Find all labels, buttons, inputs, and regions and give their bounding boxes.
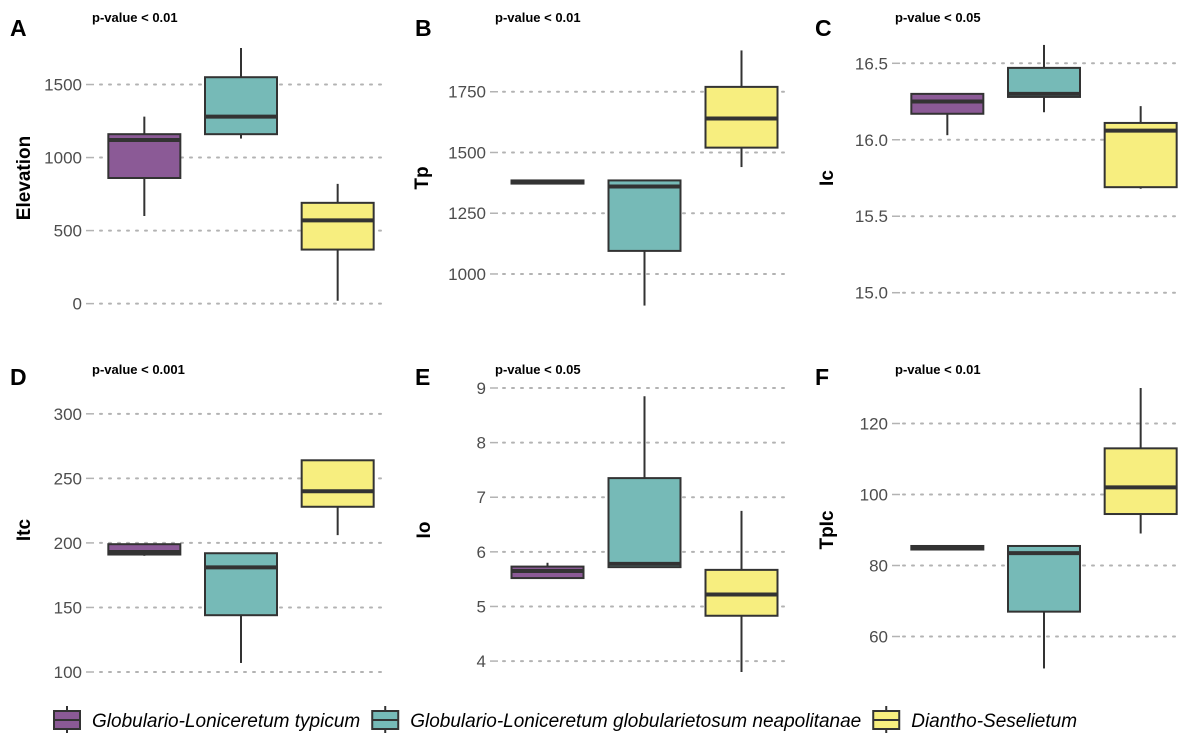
y-tick-label: 0 xyxy=(73,295,82,314)
legend-item: Diantho-Seselietum xyxy=(872,706,1077,733)
y-tick-label: 16.0 xyxy=(855,131,888,150)
p-value-annotation: p-value < 0.01 xyxy=(495,10,581,25)
p-value-annotation: p-value < 0.001 xyxy=(92,362,185,377)
p-value-annotation: p-value < 0.01 xyxy=(92,10,178,25)
y-tick-label: 250 xyxy=(54,469,82,488)
box-1 xyxy=(107,116,182,216)
panel-letter: C xyxy=(815,15,832,41)
legend-item: Globulario-Loniceretum globularietosum n… xyxy=(371,706,861,733)
box-1 xyxy=(107,543,182,556)
y-tick-label: 300 xyxy=(54,405,82,424)
box-3 xyxy=(704,50,779,168)
y-tick-label: 500 xyxy=(54,222,82,241)
legend-label: Globulario-Loniceretum globularietosum n… xyxy=(410,711,861,732)
y-tick-label: 200 xyxy=(54,534,82,553)
box-1 xyxy=(910,92,985,136)
y-tick-label: 5 xyxy=(477,597,486,616)
legend-label: Diantho-Seselietum xyxy=(911,711,1077,732)
p-value-annotation: p-value < 0.05 xyxy=(895,10,981,25)
box-2 xyxy=(607,179,682,306)
box-body xyxy=(107,543,182,556)
box-3 xyxy=(300,459,375,536)
y-tick-label: 100 xyxy=(860,486,888,505)
box-body xyxy=(300,459,375,508)
y-axis-label: Io xyxy=(414,522,435,539)
box-2 xyxy=(1007,44,1081,113)
box-body xyxy=(910,92,985,115)
y-axis-label: Ic xyxy=(817,170,838,186)
legend-item: Globulario-Loniceretum typicum xyxy=(53,706,360,733)
y-tick-label: 1750 xyxy=(448,83,486,102)
y-tick-label: 150 xyxy=(54,598,82,617)
panel-letter: B xyxy=(415,15,432,41)
y-tick-label: 4 xyxy=(477,652,486,671)
y-tick-label: 1500 xyxy=(448,143,486,162)
box-body xyxy=(300,201,375,251)
box-body xyxy=(607,179,682,252)
y-tick-label: 16.5 xyxy=(855,54,888,73)
box-3 xyxy=(300,183,375,301)
y-tick-label: 1500 xyxy=(44,76,82,95)
panel-letter: F xyxy=(815,364,829,390)
y-axis-label: TpIc xyxy=(817,510,838,549)
box-2 xyxy=(204,48,278,139)
panel-letter: E xyxy=(415,364,430,390)
y-axis-label: Itc xyxy=(14,518,35,541)
panel-letter: D xyxy=(10,364,27,390)
y-tick-label: 15.5 xyxy=(855,207,888,226)
box-2 xyxy=(1007,544,1081,669)
y-tick-label: 15.0 xyxy=(855,284,888,303)
box-body xyxy=(1103,121,1178,189)
p-value-annotation: p-value < 0.01 xyxy=(895,362,981,377)
y-tick-label: 6 xyxy=(477,543,486,562)
y-tick-label: 100 xyxy=(54,663,82,682)
box-3 xyxy=(1103,388,1178,534)
y-tick-label: 60 xyxy=(869,628,888,647)
y-tick-label: 7 xyxy=(477,488,486,507)
box-3 xyxy=(704,510,779,672)
box-2 xyxy=(204,552,278,663)
legend-label: Globulario-Loniceretum typicum xyxy=(92,711,360,732)
y-axis-label: Elevation xyxy=(14,136,35,220)
p-value-annotation: p-value < 0.05 xyxy=(495,362,581,377)
legend: Globulario-Loniceretum typicum Globulario… xyxy=(53,706,1077,733)
box-body xyxy=(204,552,278,617)
box-body xyxy=(607,477,682,569)
panel-letter: A xyxy=(10,15,27,41)
box-body xyxy=(204,76,278,136)
y-tick-label: 1000 xyxy=(448,265,486,284)
box-2 xyxy=(607,396,682,569)
y-tick-label: 8 xyxy=(477,434,486,453)
y-tick-label: 1250 xyxy=(448,204,486,223)
box-1 xyxy=(510,179,585,185)
box-3 xyxy=(1103,106,1178,189)
y-axis-label: Tp xyxy=(412,166,433,189)
y-tick-label: 120 xyxy=(860,415,888,434)
box-body xyxy=(1007,544,1081,613)
y-tick-label: 80 xyxy=(869,557,888,576)
box-1 xyxy=(910,544,985,551)
y-tick-label: 9 xyxy=(477,379,486,398)
y-tick-label: 1000 xyxy=(44,149,82,168)
box-body xyxy=(1103,447,1178,516)
box-1 xyxy=(510,562,585,580)
